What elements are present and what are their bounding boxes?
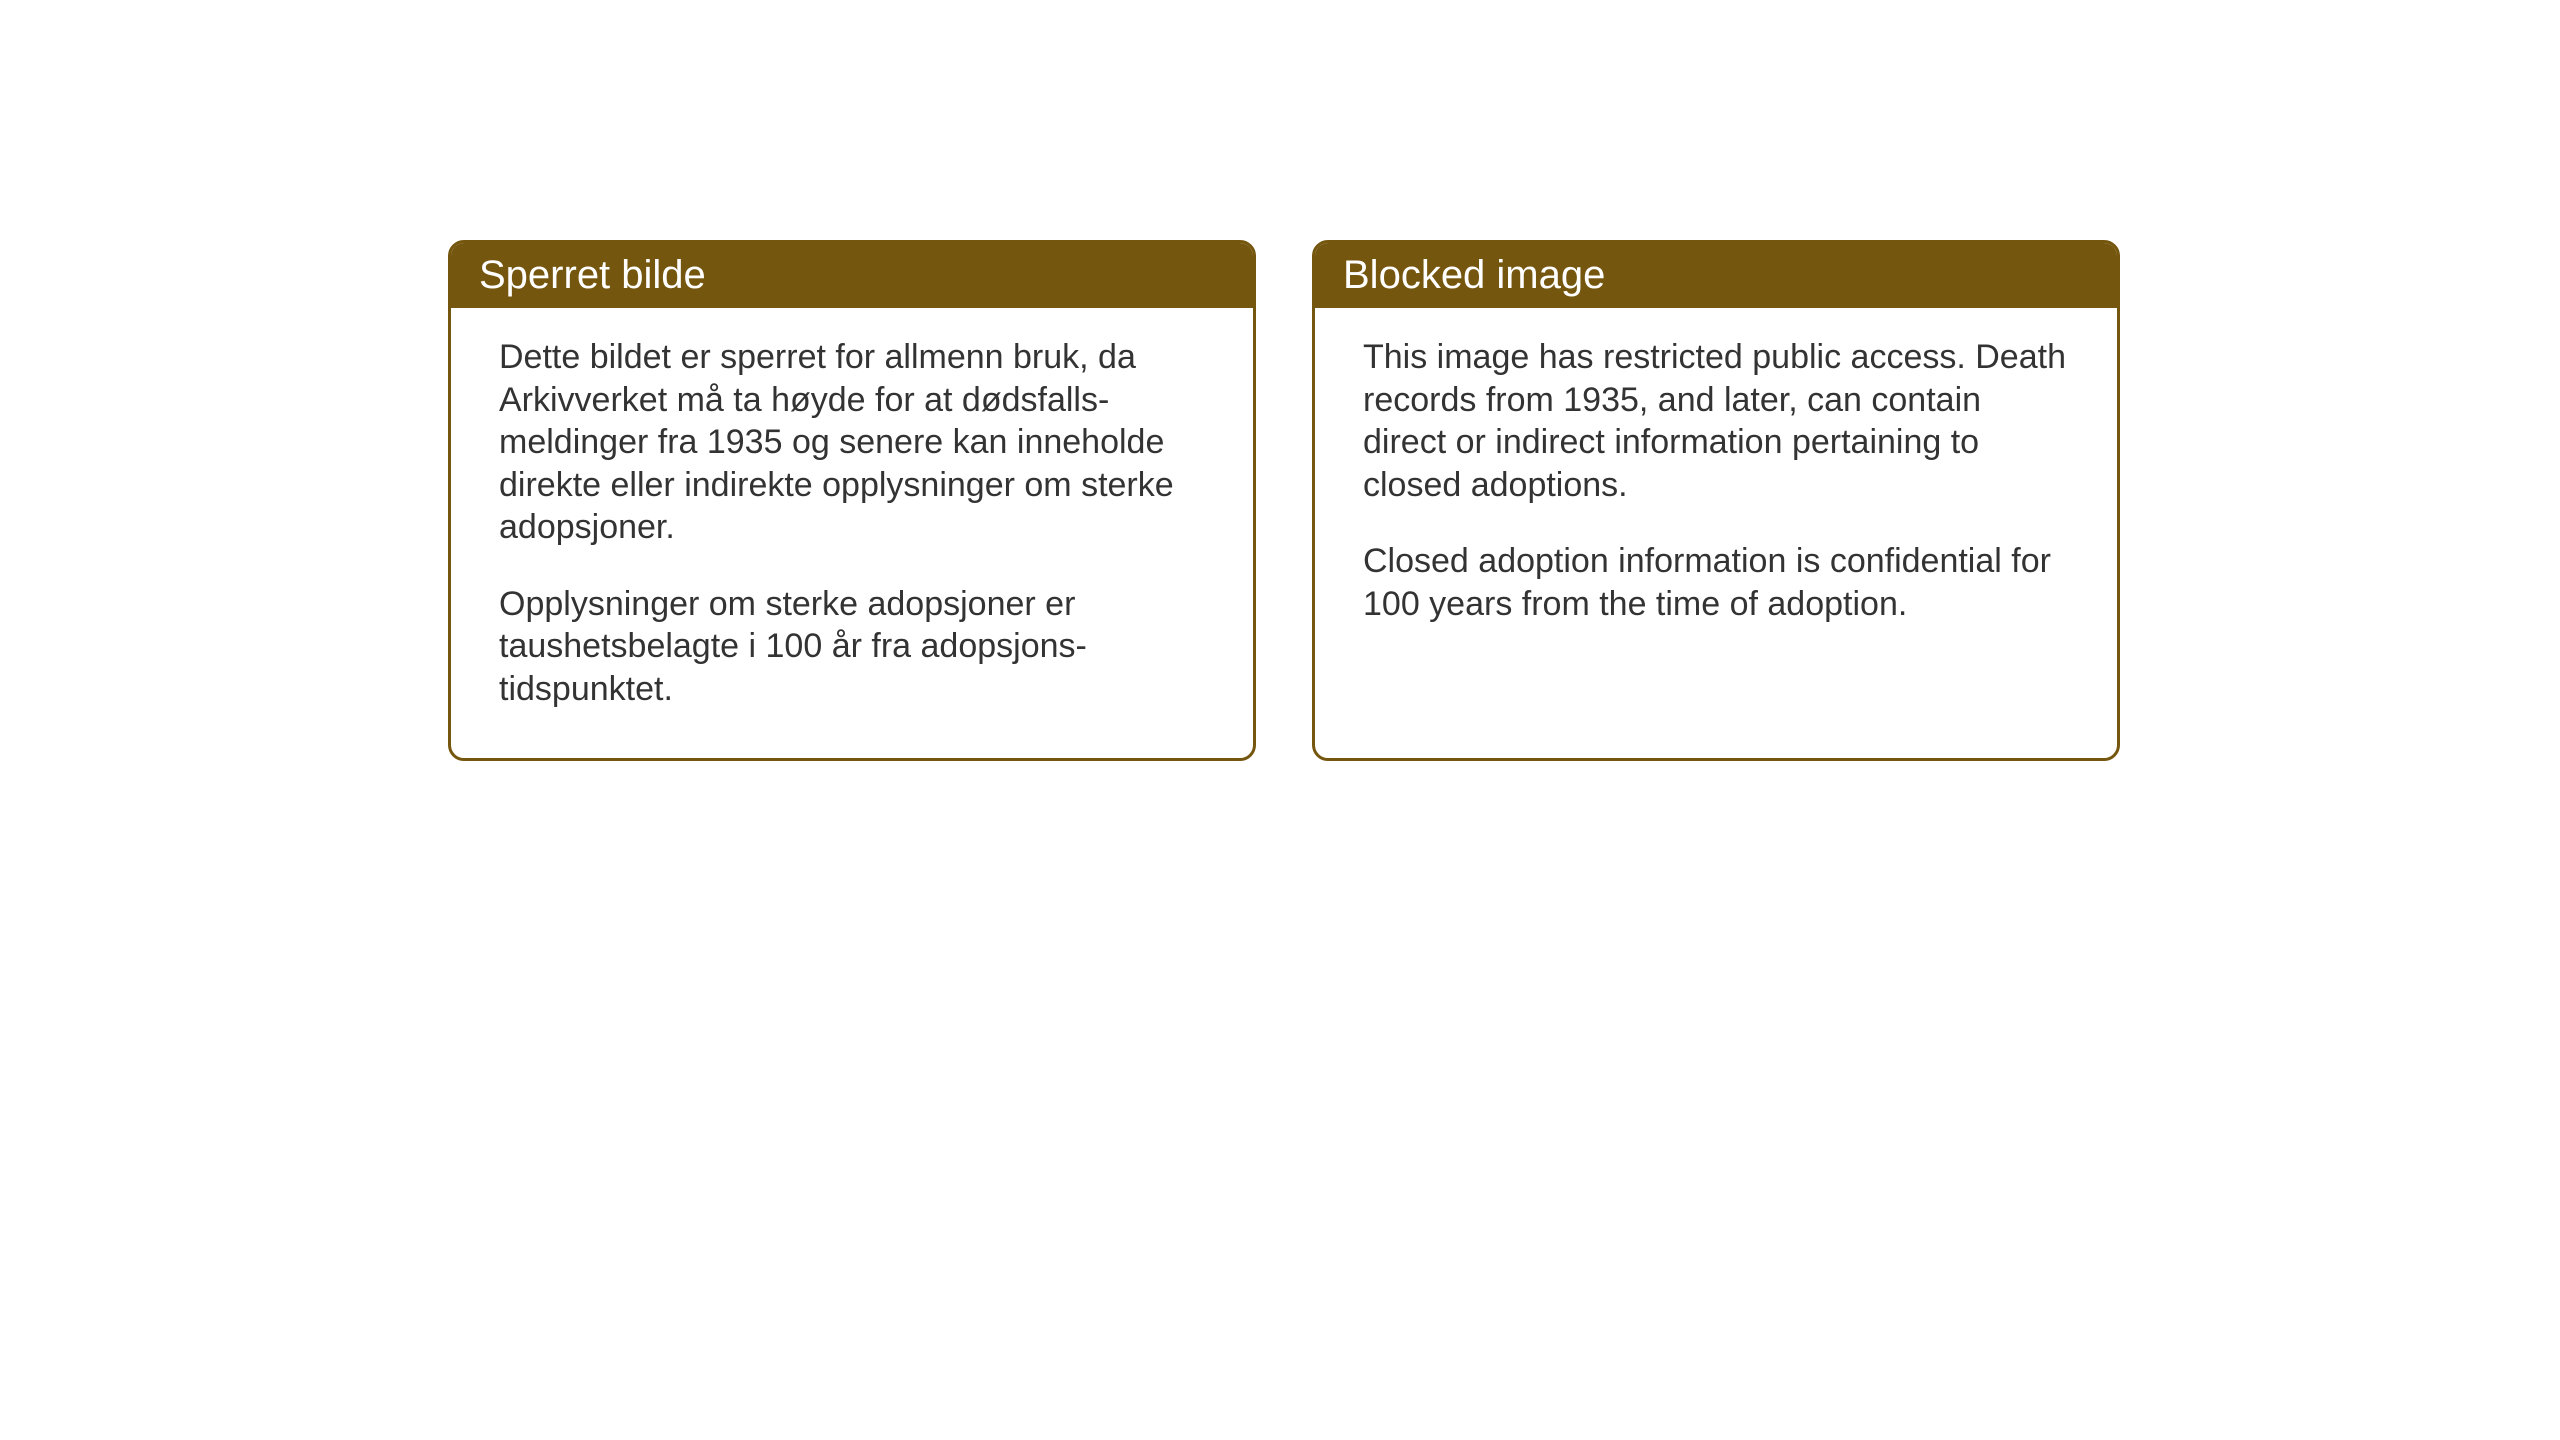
card-paragraph-1-norwegian: Dette bildet er sperret for allmenn bruk…	[499, 336, 1205, 549]
card-header-norwegian: Sperret bilde	[451, 243, 1253, 308]
card-body-english: This image has restricted public access.…	[1315, 308, 2117, 673]
card-title-norwegian: Sperret bilde	[479, 253, 706, 297]
card-paragraph-2-norwegian: Opplysninger om sterke adopsjoner er tau…	[499, 583, 1205, 711]
card-title-english: Blocked image	[1343, 253, 1605, 297]
card-header-english: Blocked image	[1315, 243, 2117, 308]
notice-container: Sperret bilde Dette bildet er sperret fo…	[0, 0, 2560, 761]
notice-card-norwegian: Sperret bilde Dette bildet er sperret fo…	[448, 240, 1256, 761]
card-paragraph-1-english: This image has restricted public access.…	[1363, 336, 2069, 506]
card-paragraph-2-english: Closed adoption information is confident…	[1363, 540, 2069, 625]
notice-card-english: Blocked image This image has restricted …	[1312, 240, 2120, 761]
card-body-norwegian: Dette bildet er sperret for allmenn bruk…	[451, 308, 1253, 758]
